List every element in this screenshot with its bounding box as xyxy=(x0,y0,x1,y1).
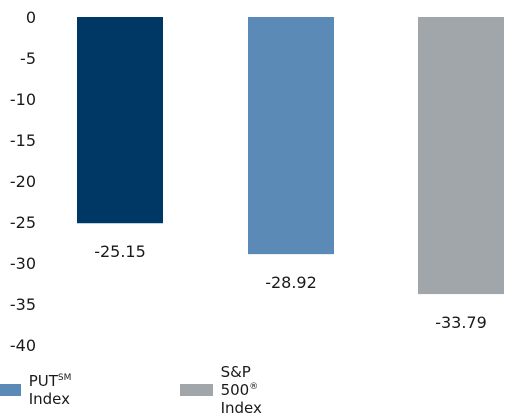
y-tick-label: -40 xyxy=(10,336,36,355)
bar-chart: 0 -5 -10 -15 -20 -25 -30 -35 -40 -25.15 -28.92 -33… xyxy=(10,8,504,355)
legend-item-put: PUTSM Index xyxy=(0,372,87,408)
bars xyxy=(77,17,504,295)
data-label: -25.15 xyxy=(94,242,146,261)
y-tick-label: -5 xyxy=(20,49,36,68)
y-axis: 0 -5 -10 -15 -20 -25 -30 -35 -40 xyxy=(10,8,36,355)
y-tick-label: -15 xyxy=(10,131,36,150)
y-tick-label: -25 xyxy=(10,213,36,232)
bar xyxy=(418,17,504,295)
bar xyxy=(77,17,163,224)
legend-label-put: PUTSM Index xyxy=(28,372,72,408)
y-tick-label: -30 xyxy=(10,254,36,273)
legend-swatch-put xyxy=(0,384,21,396)
data-labels: -25.15 -28.92 -33.79 xyxy=(94,242,487,332)
y-tick-label: 0 xyxy=(26,8,36,27)
bar xyxy=(248,17,334,255)
y-tick-label: -10 xyxy=(10,90,36,109)
y-tick-label: -20 xyxy=(10,172,36,191)
legend-swatch-sp500 xyxy=(180,384,213,396)
y-tick-label: -35 xyxy=(10,295,36,314)
data-label: -28.92 xyxy=(265,273,317,292)
legend-label-sp500: S&P 500® Index xyxy=(220,363,262,417)
legend-item-sp500: S&P 500® Index xyxy=(180,363,287,417)
data-label: -33.79 xyxy=(435,313,487,332)
